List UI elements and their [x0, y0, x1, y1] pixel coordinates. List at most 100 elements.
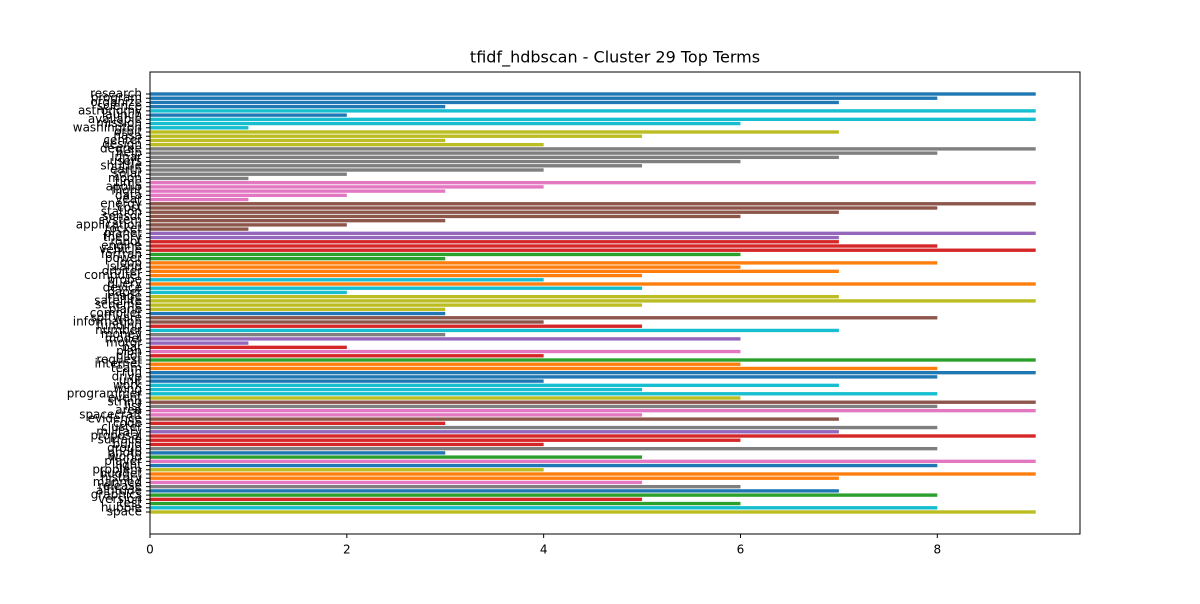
y-tick-label: bar	[122, 340, 142, 354]
y-tick-label: hubble	[101, 500, 142, 514]
bar	[150, 320, 544, 324]
y-tick-label: group	[107, 441, 142, 455]
y-tick-label: data	[115, 188, 142, 202]
bar	[150, 311, 446, 316]
y-tick-label: motor	[106, 336, 142, 350]
y-tick-label: evidence	[88, 412, 142, 426]
y-tick-label: vehicle	[99, 243, 142, 257]
bar	[150, 446, 938, 451]
bar	[150, 383, 839, 388]
y-tick-label: request	[96, 353, 142, 367]
y-tick-label: scheme	[95, 298, 142, 312]
y-tick-label: apollo	[106, 179, 142, 193]
y-tick-label: users	[110, 154, 142, 168]
y-tick-label: string	[108, 395, 142, 409]
y-tick-label: astronomy	[78, 103, 142, 117]
bar	[150, 176, 249, 181]
bar	[150, 290, 347, 295]
bar	[150, 392, 938, 396]
y-tick-label: research	[90, 87, 142, 101]
y-tick-label: satellite	[94, 293, 142, 307]
y-tick-label: information	[73, 315, 142, 329]
bar	[150, 476, 839, 480]
bar	[150, 214, 741, 219]
bar	[150, 510, 1036, 514]
bar	[150, 400, 1036, 404]
y-tick-label: center	[103, 133, 142, 147]
y-tick-label: solar	[113, 167, 142, 181]
y-tick-label: pilot	[116, 348, 143, 362]
bar	[150, 370, 1036, 375]
bar	[150, 185, 544, 189]
x-tick-label: 4	[540, 543, 548, 557]
bar	[150, 134, 643, 138]
y-tick-label: plane	[109, 302, 142, 316]
bar	[150, 218, 446, 223]
y-tick-label: cost	[117, 201, 142, 215]
bar	[150, 142, 544, 147]
bar	[150, 354, 544, 358]
bar	[150, 197, 249, 202]
bar	[150, 235, 839, 240]
y-tick-label: mission	[96, 116, 142, 130]
bar	[150, 501, 741, 506]
x-tick-label: 8	[933, 543, 941, 557]
y-tick-label: player	[104, 454, 142, 468]
bar	[150, 332, 446, 337]
y-tick-label: cluster	[101, 420, 142, 434]
bar	[150, 463, 938, 468]
bar	[150, 387, 643, 392]
y-tick-label: power	[105, 251, 142, 265]
bar	[150, 189, 446, 193]
y-tick-label: area	[115, 403, 142, 417]
bar	[150, 278, 544, 282]
bar	[150, 379, 544, 383]
y-tick-label: version	[98, 492, 142, 506]
y-tick-label: fortran	[101, 247, 142, 261]
y-tick-label: software	[90, 310, 142, 324]
bar	[150, 328, 839, 333]
bar	[150, 104, 446, 109]
y-tick-label: code	[113, 416, 142, 430]
bar	[150, 408, 1036, 413]
y-tick-label: manned	[93, 475, 142, 489]
bar	[150, 493, 938, 497]
y-tick-label: energy	[100, 196, 142, 210]
y-tick-label: application	[76, 217, 142, 231]
bar	[150, 109, 1036, 113]
bar	[150, 413, 643, 417]
bar	[150, 193, 347, 198]
y-tick-label: rocket	[105, 222, 143, 236]
y-tick-label: query	[107, 277, 142, 291]
bar	[150, 155, 839, 160]
bar	[150, 265, 741, 269]
bar	[150, 480, 643, 485]
y-tick-label: team	[111, 361, 142, 375]
y-tick-label: release	[98, 479, 142, 493]
y-tick-label: programmer	[67, 386, 142, 400]
bar	[150, 244, 938, 248]
y-tick-label: robot	[110, 234, 142, 248]
x-tick-label: 2	[343, 543, 351, 557]
y-tick-label: test	[119, 496, 142, 510]
bar	[150, 366, 938, 371]
y-tick-label: science	[97, 99, 142, 113]
bar	[150, 96, 938, 100]
y-tick-label: light	[115, 458, 142, 472]
y-tick-label: altitude	[96, 483, 142, 497]
y-tick-label: degree	[100, 141, 142, 155]
y-tick-label: launch	[102, 108, 142, 122]
y-tick-label: model	[105, 331, 142, 345]
bar	[150, 316, 938, 320]
bar	[150, 434, 1036, 438]
y-tick-label: year	[115, 192, 142, 206]
bar	[150, 117, 1036, 122]
bar	[150, 273, 643, 278]
bar	[150, 303, 643, 307]
y-tick-label: device	[103, 281, 142, 295]
bar	[150, 417, 839, 421]
y-tick-label: military	[96, 424, 142, 438]
y-tick-label: organize	[90, 95, 142, 109]
y-tick-label: island	[107, 260, 143, 274]
y-tick-label: space	[107, 505, 142, 519]
